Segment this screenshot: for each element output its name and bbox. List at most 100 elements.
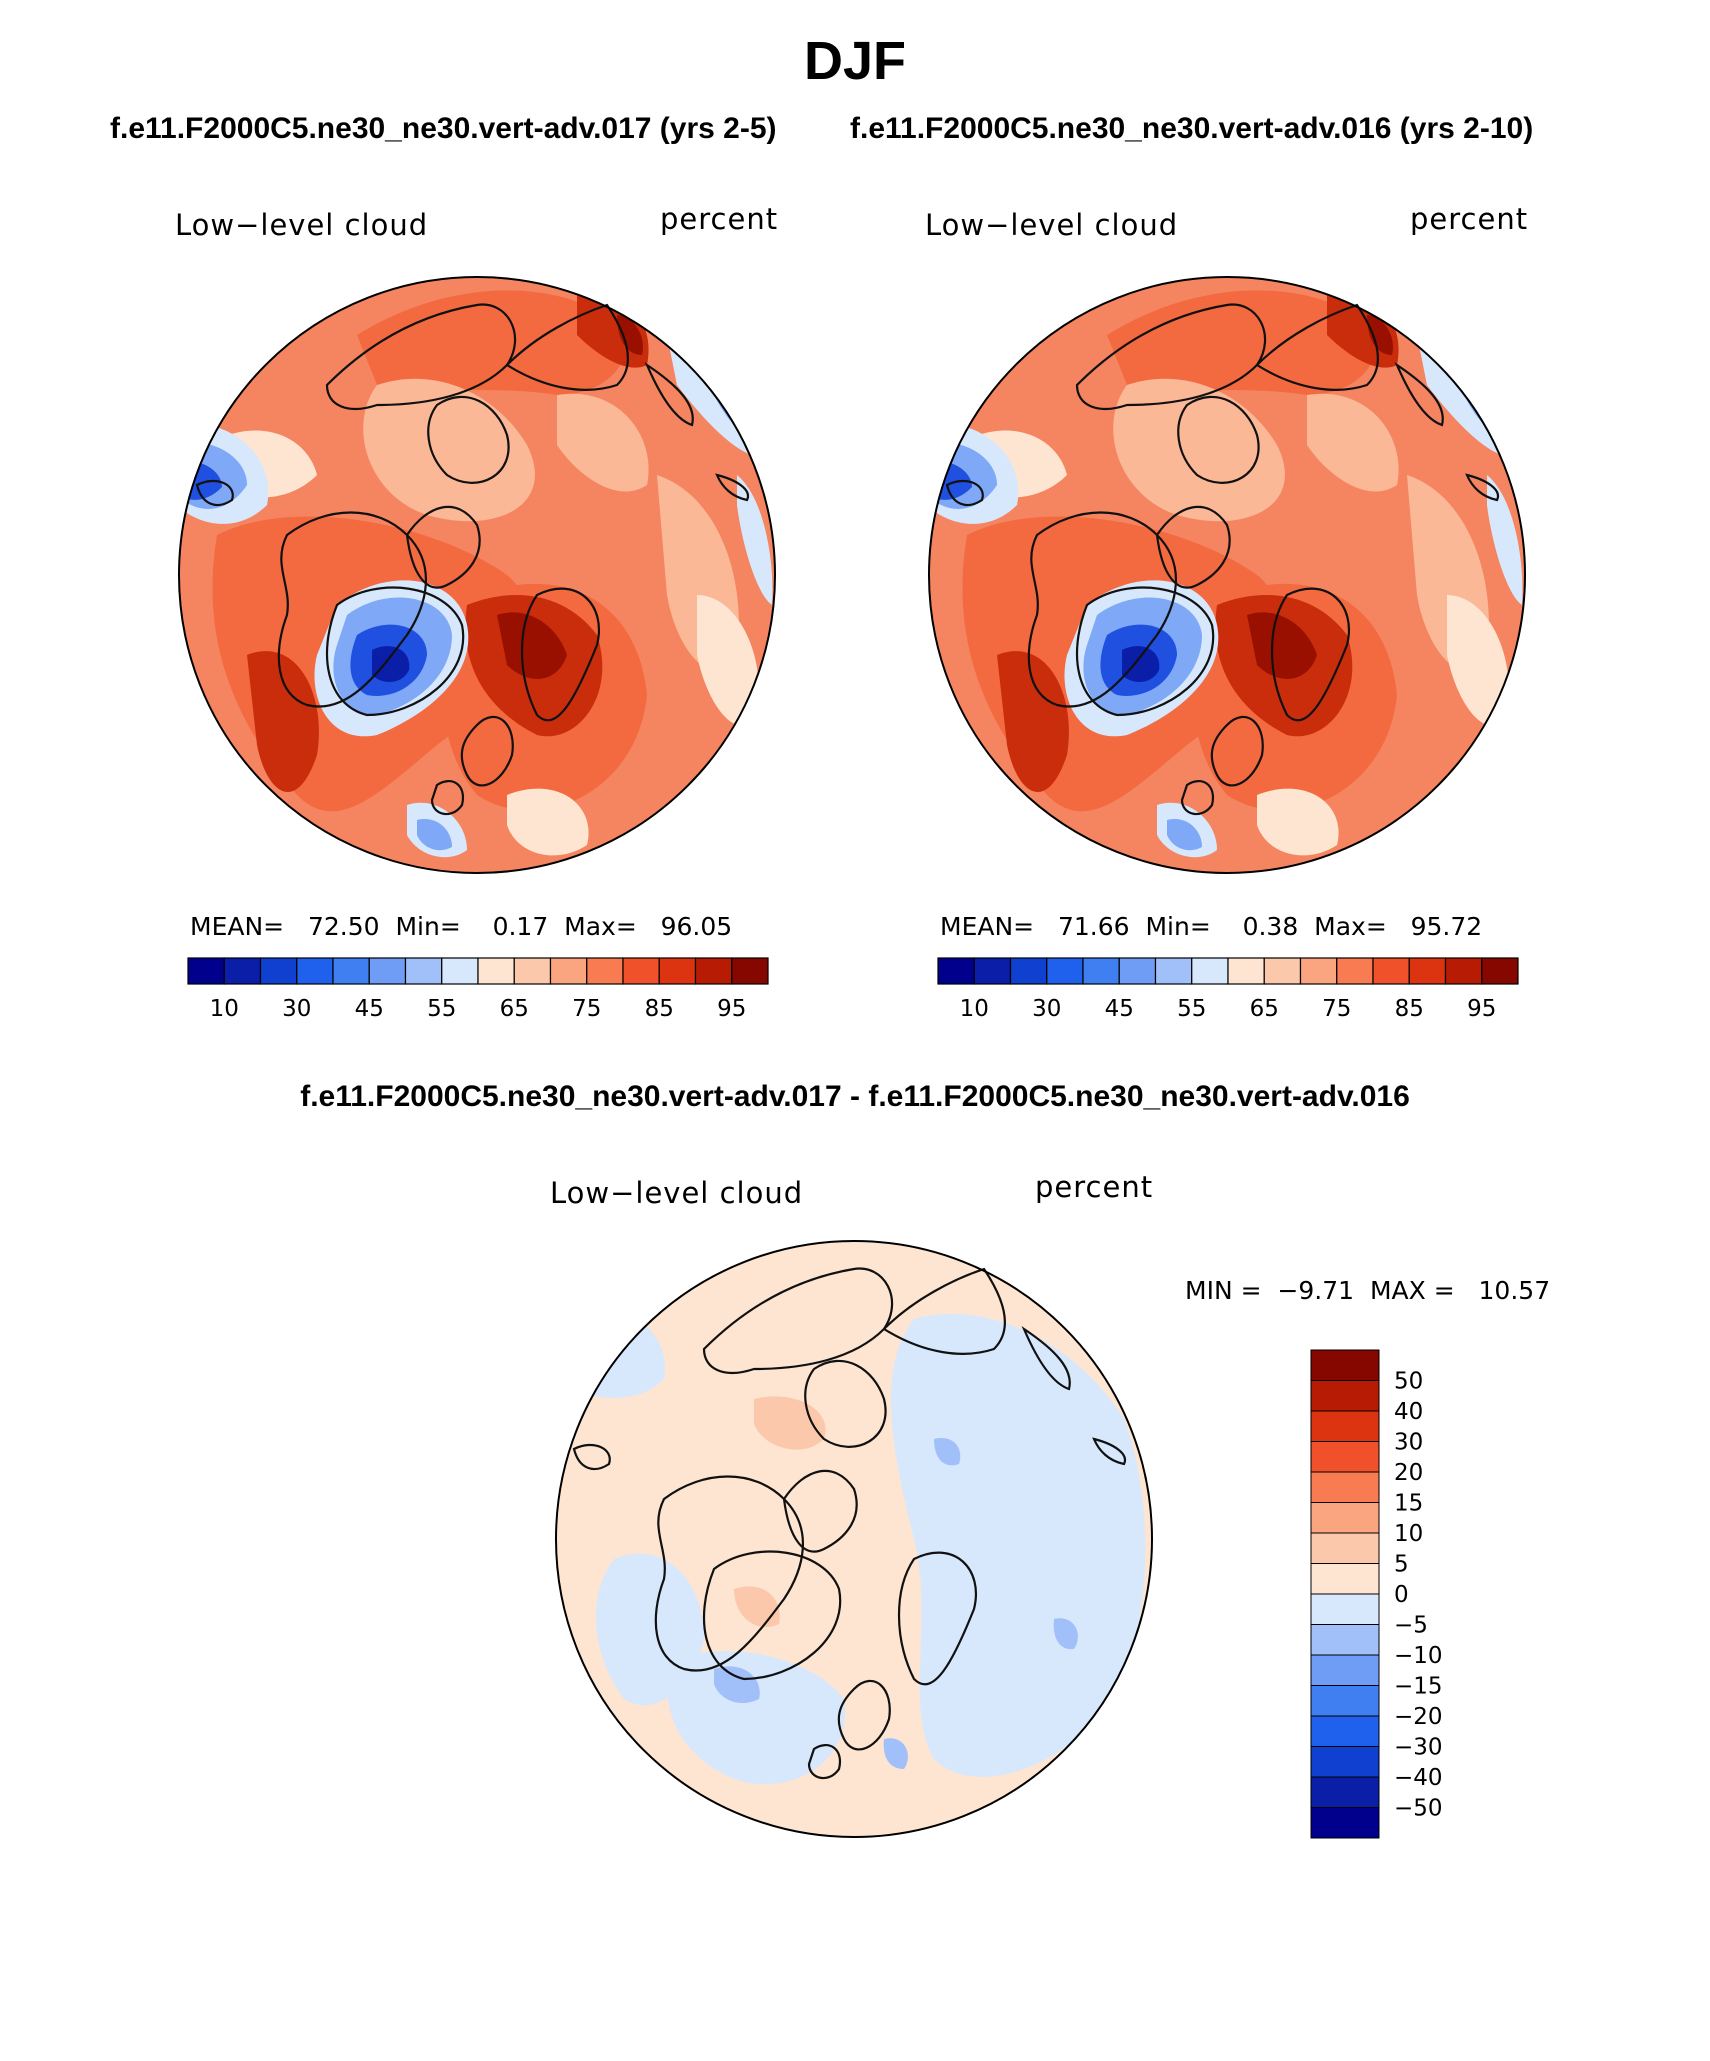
- right-map-boundary: [928, 276, 1526, 874]
- diff-stats: MIN = −9.71 MAX = 10.57: [1185, 1276, 1550, 1305]
- coastline: [325, 586, 465, 717]
- diff-subtitle: f.e11.F2000C5.ne30_ne30.vert-adv.017 - f…: [300, 1080, 1410, 1113]
- colorbar-swatch: [658, 957, 697, 985]
- left-map-boundary: [178, 276, 776, 874]
- colorbar-swatch: [973, 957, 1012, 985]
- cloud-contour-region: [363, 378, 535, 522]
- coastline: [195, 479, 234, 507]
- cloud-difference-region: [984, 1537, 1046, 1616]
- coastline: [1021, 1326, 1071, 1391]
- colorbar-swatch: [1310, 1441, 1380, 1473]
- coastline: [1180, 780, 1215, 816]
- colorbar-tick-label: 50: [1394, 1369, 1423, 1395]
- right-panel-subtitle: f.e11.F2000C5.ne30_ne30.vert-adv.016 (yr…: [850, 112, 1534, 145]
- colorbar-swatch: [1154, 957, 1193, 985]
- diff-max-label: MAX =: [1369, 1276, 1455, 1305]
- coastline: [1092, 1437, 1127, 1466]
- cloud-contour-region: [1307, 393, 1399, 492]
- colorbar-tick-label: 55: [1177, 996, 1206, 1022]
- colorbar-tick-label: 85: [645, 996, 674, 1022]
- cloud-contour-region: [1447, 595, 1509, 726]
- colorbar-swatch: [441, 957, 479, 985]
- left-mean-label: MEAN=: [190, 912, 285, 941]
- cloud-contour-region: [1247, 612, 1317, 679]
- colorbar-tick-label: 30: [282, 996, 311, 1022]
- cloud-contour-region: [372, 646, 410, 682]
- cloud-contour-region: [357, 290, 626, 395]
- colorbar-swatch: [1481, 957, 1519, 985]
- cloud-difference-region: [934, 1438, 961, 1466]
- cloud-contour-region: [1487, 385, 1519, 440]
- left-units-label: percent: [660, 202, 779, 236]
- coastline: [1027, 511, 1178, 708]
- coastline: [837, 1679, 891, 1751]
- colorbar-swatch: [1310, 1624, 1380, 1656]
- colorbar-swatch: [513, 957, 552, 985]
- coastline: [945, 479, 984, 507]
- page-title: DJF: [803, 31, 906, 91]
- cloud-difference-region: [556, 1297, 666, 1398]
- cloud-contour-region: [1367, 315, 1393, 355]
- left-polar-map: [178, 276, 776, 874]
- right-mean-value: 71.66: [1057, 912, 1130, 941]
- cloud-difference-region: [883, 1738, 908, 1769]
- colorbar-swatch: [1082, 957, 1120, 985]
- colorbar-tick-label: −40: [1394, 1765, 1443, 1791]
- coastline: [654, 1475, 805, 1672]
- colorbar-swatch: [1299, 957, 1338, 985]
- left-stats: MEAN= 72.50 Min= 0.17 Max= 96.05: [190, 912, 732, 941]
- left-cloud-field: [179, 277, 775, 873]
- coastline: [1155, 505, 1231, 589]
- colorbar-tick-label: 45: [1105, 996, 1134, 1022]
- coastline: [1075, 586, 1215, 717]
- colorbar-tick-label: −10: [1394, 1643, 1443, 1669]
- left-max-label: Max=: [564, 912, 637, 941]
- cloud-difference-region: [1053, 1618, 1078, 1650]
- colorbar-tick-label: 75: [572, 996, 601, 1022]
- cloud-contour-region: [497, 612, 567, 679]
- cloud-contour-region: [1257, 788, 1339, 856]
- left-coastlines: [195, 303, 750, 816]
- colorbar-tick-label: −50: [1394, 1796, 1443, 1822]
- colorbar-tick-label: 15: [1394, 1491, 1423, 1517]
- colorbar-tick-label: 10: [210, 996, 239, 1022]
- coastline: [1177, 395, 1260, 484]
- coastline: [782, 1469, 858, 1553]
- colorbar-tick-label: 45: [355, 996, 384, 1022]
- colorbar-tick-label: 85: [1395, 996, 1424, 1022]
- cloud-contour-region: [1487, 475, 1523, 605]
- colorbar-tick-label: 55: [427, 996, 456, 1022]
- coastline: [644, 362, 694, 427]
- diff-max-value: 10.57: [1478, 1276, 1551, 1305]
- colorbar-swatch: [1310, 1807, 1380, 1839]
- colorbar-swatch: [549, 957, 588, 985]
- right-stats: MEAN= 71.66 Min= 0.38 Max= 95.72: [940, 912, 1482, 941]
- colorbar-swatch: [187, 957, 225, 985]
- colorbar-swatch: [1263, 957, 1302, 985]
- colorbar-tick-label: 65: [1250, 996, 1279, 1022]
- diff-min-label: MIN =: [1185, 1276, 1262, 1305]
- cloud-contour-region: [617, 315, 643, 355]
- cloud-contour-region: [997, 651, 1069, 793]
- diff-units-label: percent: [1035, 1170, 1154, 1204]
- right-colorbar: 10 30 45 55 65 75 85 95: [937, 957, 1519, 1022]
- cloud-contour-region: [737, 475, 773, 605]
- colorbar-swatch: [296, 957, 334, 985]
- coastline: [572, 1443, 611, 1471]
- colorbar-tick-label: −15: [1394, 1674, 1443, 1700]
- colorbar-swatch: [477, 957, 515, 985]
- colorbar-tick-label: 95: [717, 996, 746, 1022]
- right-variable-label: Low−level cloud: [925, 208, 1179, 242]
- colorbar-tick-label: 65: [500, 996, 529, 1022]
- diff-polar-map: [555, 1240, 1153, 1838]
- cloud-contour-region: [737, 385, 769, 440]
- cloud-contour-region: [247, 651, 319, 793]
- colorbar-swatch: [1310, 1349, 1380, 1381]
- cloud-contour-region: [697, 595, 759, 726]
- coastline: [882, 1267, 1006, 1355]
- coastline: [277, 511, 428, 708]
- colorbar-swatch: [1310, 1532, 1380, 1564]
- colorbar-swatch: [622, 957, 660, 985]
- colorbar-tick-label: −5: [1394, 1613, 1428, 1639]
